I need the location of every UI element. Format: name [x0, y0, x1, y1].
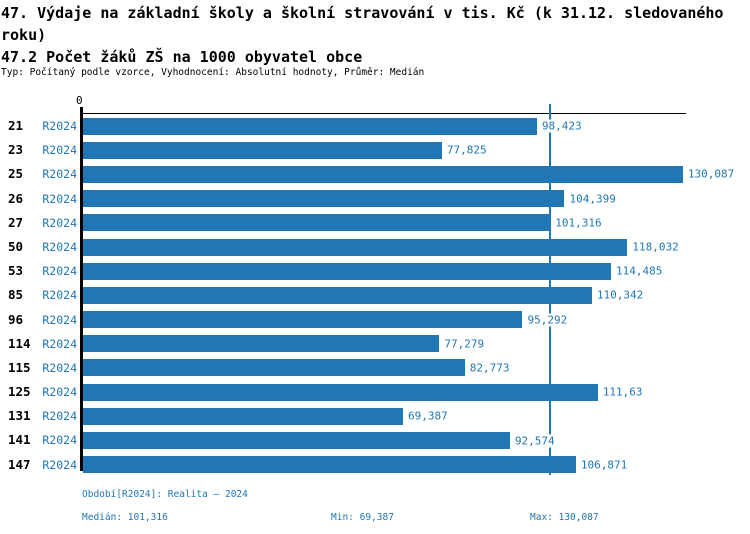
table-row: 53 R2024 114,485: [0, 259, 750, 283]
footer-median-stat: Medián: 101,316: [82, 512, 168, 523]
value-label: 98,423: [539, 119, 584, 133]
row-period-label: R2024: [42, 336, 77, 351]
row-id-label: 50: [8, 238, 24, 254]
row-period-label: R2024: [42, 143, 77, 158]
chart-meta-line: Typ: Počítaný podle vzorce, Vyhodnocení:…: [1, 67, 425, 78]
row-period-label: R2024: [42, 239, 77, 254]
row-period-label: R2024: [42, 457, 77, 472]
table-row: 125 R2024 111,63: [0, 380, 750, 404]
row-period-label: R2024: [42, 433, 77, 448]
chart-header: 47. Výdaje na základní školy a školní st…: [1, 2, 747, 68]
row-id-label: 125: [8, 384, 31, 400]
table-row: 27 R2024 101,316: [0, 211, 750, 235]
row-id-label: 141: [8, 432, 31, 448]
value-bar: [83, 117, 537, 135]
chart-subtitle: 47.2 Počet žáků ZŠ na 1000 obyvatel obce: [1, 48, 363, 66]
row-id-label: 114: [8, 335, 31, 351]
value-bar: [83, 165, 683, 183]
chart-title: 47. Výdaje na základní školy a školní st…: [1, 4, 733, 44]
row-period-label: R2024: [42, 360, 77, 375]
table-row: 25 R2024 130,087: [0, 162, 750, 186]
value-label: 130,087: [685, 167, 737, 181]
table-row: 85 R2024 110,342: [0, 283, 750, 307]
row-id-label: 26: [8, 190, 24, 206]
value-bar: [83, 407, 403, 425]
value-bar: [83, 432, 510, 450]
row-id-label: 131: [8, 408, 31, 424]
value-label: 95,292: [525, 313, 570, 327]
footer-period-info: Období[R2024]: Realita – 2024: [82, 489, 248, 500]
table-row: 141 R2024 92,574: [0, 428, 750, 452]
value-label: 110,342: [594, 288, 646, 302]
value-label: 77,825: [444, 143, 489, 157]
value-label: 77,279: [442, 337, 487, 351]
row-period-label: R2024: [42, 409, 77, 424]
x-axis-zero-tick-label: 0: [76, 94, 83, 107]
table-row: 131 R2024 69,387: [0, 404, 750, 428]
row-period-label: R2024: [42, 288, 77, 303]
value-bar: [83, 359, 465, 377]
row-id-label: 85: [8, 287, 24, 303]
row-id-label: 115: [8, 359, 31, 375]
value-bar: [83, 214, 551, 232]
row-period-label: R2024: [42, 215, 77, 230]
row-id-label: 21: [8, 118, 24, 133]
value-label: 114,485: [613, 264, 665, 278]
value-label: 69,387: [406, 409, 450, 423]
row-period-label: R2024: [42, 312, 77, 327]
row-period-label: R2024: [42, 385, 77, 400]
value-label: 92,574: [512, 434, 557, 448]
value-bar: [83, 311, 523, 329]
row-id-label: 27: [8, 214, 24, 230]
value-bar: [83, 383, 598, 401]
table-row: 96 R2024 95,292: [0, 308, 750, 332]
value-bar: [83, 190, 565, 208]
value-label: 82,773: [467, 361, 512, 375]
table-row: 26 R2024 104,399: [0, 187, 750, 211]
row-period-label: R2024: [42, 264, 77, 279]
value-label: 111,63: [600, 385, 645, 399]
value-label: 101,316: [553, 216, 604, 230]
row-id-label: 53: [8, 263, 24, 279]
row-period-label: R2024: [42, 119, 77, 133]
table-row: 114 R2024 77,279: [0, 332, 750, 356]
row-id-label: 96: [8, 311, 24, 327]
table-row: 147 R2024 106,871: [0, 453, 750, 477]
footer-min-stat: Min: 69,387: [331, 512, 394, 523]
table-row: 23 R2024 77,825: [0, 138, 750, 162]
table-row: 50 R2024 118,032: [0, 235, 750, 259]
value-label: 118,032: [630, 240, 681, 254]
table-row: 115 R2024 82,773: [0, 356, 750, 380]
row-id-label: 23: [8, 142, 24, 158]
footer-max-stat: Max: 130,087: [530, 512, 599, 523]
value-bar: [83, 141, 442, 159]
value-bar: [83, 262, 611, 280]
value-label: 106,871: [578, 458, 630, 472]
row-period-label: R2024: [42, 167, 77, 182]
value-bar: [83, 456, 576, 474]
table-row: 21 R2024 98,423: [0, 114, 750, 138]
row-period-label: R2024: [42, 191, 77, 206]
value-label: 104,399: [567, 192, 618, 206]
x-axis-line: [79, 112, 686, 114]
y-axis-line: [79, 107, 83, 471]
bar-chart: 21 R2024 98,423 23 R2024 77,825 25 R2024…: [0, 114, 750, 477]
value-bar: [83, 335, 440, 353]
value-bar: [83, 238, 628, 256]
row-id-label: 147: [8, 456, 31, 472]
row-id-label: 25: [8, 166, 24, 182]
value-bar: [83, 286, 592, 304]
